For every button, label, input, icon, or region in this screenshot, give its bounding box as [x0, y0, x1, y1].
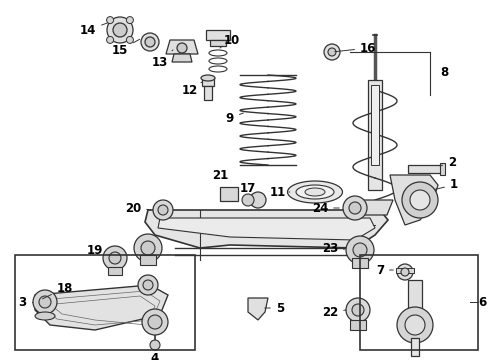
Circle shape — [324, 44, 339, 60]
Bar — [367, 80, 381, 190]
Circle shape — [142, 309, 168, 335]
Bar — [140, 255, 156, 265]
Text: 10: 10 — [220, 33, 240, 48]
Text: 6: 6 — [477, 296, 485, 309]
Polygon shape — [145, 210, 387, 248]
Bar — [108, 267, 122, 275]
Ellipse shape — [35, 312, 55, 320]
Ellipse shape — [201, 75, 215, 81]
Circle shape — [103, 246, 127, 270]
Bar — [359, 255, 477, 350]
Bar — [407, 280, 421, 315]
Text: 19: 19 — [87, 243, 110, 256]
Circle shape — [145, 37, 155, 47]
Bar — [203, 86, 212, 100]
Text: 3: 3 — [18, 296, 26, 309]
Circle shape — [404, 315, 424, 335]
Circle shape — [107, 17, 133, 43]
Circle shape — [409, 190, 429, 210]
Polygon shape — [158, 218, 374, 240]
Polygon shape — [35, 285, 168, 330]
Text: 11: 11 — [269, 185, 289, 198]
Polygon shape — [165, 40, 198, 54]
Ellipse shape — [142, 38, 158, 46]
Circle shape — [109, 252, 121, 264]
Bar — [407, 165, 442, 173]
Text: 9: 9 — [225, 112, 243, 125]
Circle shape — [148, 315, 162, 329]
Text: 2: 2 — [439, 156, 455, 168]
Circle shape — [141, 33, 159, 51]
Text: 12: 12 — [182, 82, 202, 96]
Circle shape — [346, 298, 369, 322]
Bar — [439, 163, 444, 175]
Circle shape — [113, 23, 127, 37]
Bar — [205, 30, 229, 40]
Ellipse shape — [295, 185, 333, 199]
Circle shape — [351, 304, 363, 316]
Text: 7: 7 — [375, 264, 392, 276]
Circle shape — [242, 194, 253, 206]
Text: 22: 22 — [321, 306, 346, 319]
Bar — [370, 85, 378, 165]
Circle shape — [126, 17, 133, 24]
Circle shape — [401, 182, 437, 218]
Bar — [202, 78, 214, 86]
Text: 13: 13 — [152, 50, 173, 68]
Text: 17: 17 — [240, 182, 256, 195]
Circle shape — [396, 264, 412, 280]
Circle shape — [106, 36, 113, 44]
Bar — [349, 320, 365, 330]
Circle shape — [352, 243, 366, 257]
Text: 1: 1 — [434, 179, 457, 192]
Text: 4: 4 — [151, 352, 159, 360]
Text: 14: 14 — [80, 23, 107, 36]
Circle shape — [348, 202, 360, 214]
Circle shape — [153, 200, 173, 220]
Bar — [395, 268, 413, 273]
Bar — [351, 258, 367, 268]
Ellipse shape — [305, 188, 325, 196]
Polygon shape — [172, 54, 192, 62]
Circle shape — [158, 205, 168, 215]
Circle shape — [142, 280, 153, 290]
Bar — [410, 338, 418, 356]
Text: 18: 18 — [42, 282, 73, 299]
Polygon shape — [356, 200, 392, 215]
Ellipse shape — [287, 181, 342, 203]
Circle shape — [126, 36, 133, 44]
Circle shape — [150, 340, 160, 350]
Bar — [220, 187, 238, 201]
Text: 21: 21 — [211, 169, 228, 182]
Polygon shape — [247, 298, 267, 320]
Circle shape — [249, 192, 265, 208]
Text: 23: 23 — [321, 242, 344, 255]
Circle shape — [134, 234, 162, 262]
Bar — [15, 255, 195, 350]
Circle shape — [346, 236, 373, 264]
Polygon shape — [389, 175, 437, 225]
Circle shape — [177, 43, 186, 53]
Bar — [209, 40, 225, 46]
Text: 16: 16 — [334, 41, 376, 54]
Text: 5: 5 — [264, 302, 284, 315]
Text: 24: 24 — [311, 202, 339, 215]
Circle shape — [33, 290, 57, 314]
Circle shape — [342, 196, 366, 220]
Circle shape — [39, 296, 51, 308]
Text: 20: 20 — [124, 202, 150, 215]
Circle shape — [396, 307, 432, 343]
Text: 8: 8 — [439, 66, 447, 78]
Circle shape — [400, 268, 408, 276]
Circle shape — [106, 17, 113, 24]
Text: 15: 15 — [112, 39, 139, 57]
Circle shape — [327, 48, 335, 56]
Circle shape — [141, 241, 155, 255]
Circle shape — [138, 275, 158, 295]
